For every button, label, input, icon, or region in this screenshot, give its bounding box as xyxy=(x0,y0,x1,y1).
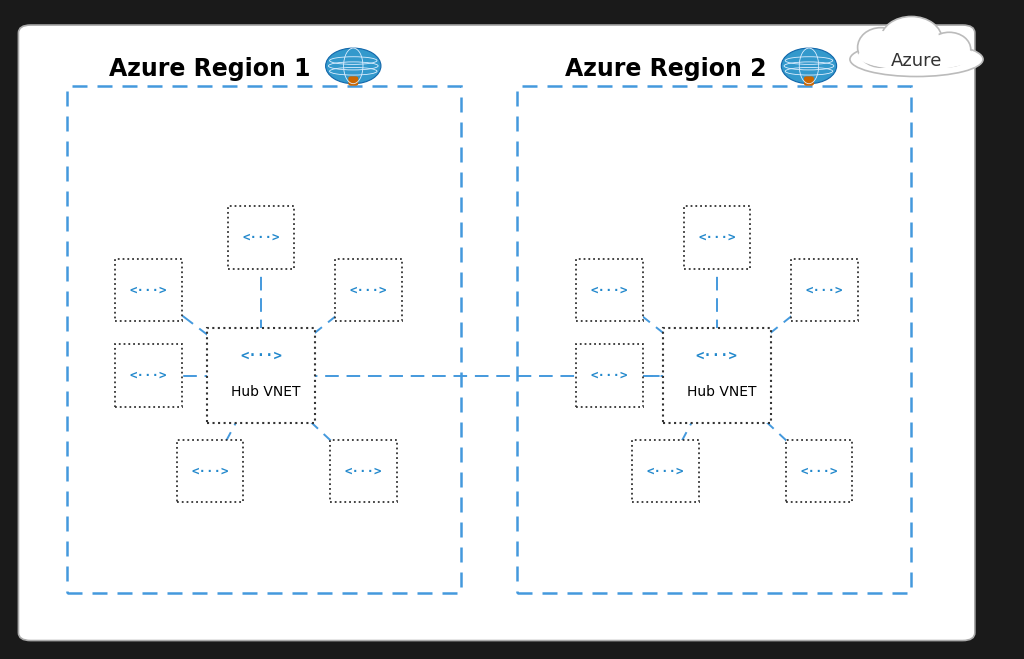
Circle shape xyxy=(781,48,837,84)
Text: <···>: <···> xyxy=(130,369,167,382)
Ellipse shape xyxy=(850,42,983,76)
Text: <···>: <···> xyxy=(130,283,167,297)
Bar xyxy=(792,258,858,321)
Ellipse shape xyxy=(346,76,360,80)
Text: Azure Region 2: Azure Region 2 xyxy=(565,57,766,81)
Bar xyxy=(176,440,244,502)
Text: <···>: <···> xyxy=(696,349,737,363)
Bar xyxy=(227,206,295,269)
Text: Azure: Azure xyxy=(891,52,942,71)
Text: Azure Region 1: Azure Region 1 xyxy=(110,57,310,81)
Ellipse shape xyxy=(802,76,816,80)
Bar xyxy=(115,344,182,407)
Ellipse shape xyxy=(860,31,901,64)
Text: Hub VNET: Hub VNET xyxy=(687,385,757,399)
Text: <···>: <···> xyxy=(191,465,228,478)
Bar xyxy=(664,328,770,423)
Bar xyxy=(115,258,182,321)
Bar xyxy=(633,440,699,502)
Bar xyxy=(517,86,911,593)
Text: <···>: <···> xyxy=(591,369,628,382)
Text: <···>: <···> xyxy=(806,283,843,297)
Text: <···>: <···> xyxy=(345,465,382,478)
Bar xyxy=(336,258,401,321)
FancyBboxPatch shape xyxy=(805,77,813,85)
Text: Hub VNET: Hub VNET xyxy=(231,385,301,399)
FancyBboxPatch shape xyxy=(349,77,357,85)
Text: <···>: <···> xyxy=(647,465,684,478)
Ellipse shape xyxy=(858,28,903,67)
Bar xyxy=(786,440,852,502)
Ellipse shape xyxy=(931,35,969,64)
Text: <···>: <···> xyxy=(698,231,735,244)
Ellipse shape xyxy=(883,19,940,60)
Ellipse shape xyxy=(858,42,975,70)
Text: <···>: <···> xyxy=(350,283,387,297)
Bar xyxy=(684,206,750,269)
Bar xyxy=(575,258,643,321)
Text: <···>: <···> xyxy=(241,349,282,363)
FancyBboxPatch shape xyxy=(18,25,975,641)
Text: <···>: <···> xyxy=(591,283,628,297)
Text: <···>: <···> xyxy=(801,465,838,478)
Bar xyxy=(575,344,643,407)
Bar xyxy=(330,440,397,502)
Bar xyxy=(207,328,315,423)
Ellipse shape xyxy=(881,16,942,63)
Bar xyxy=(67,86,461,593)
Text: <···>: <···> xyxy=(243,231,280,244)
Circle shape xyxy=(326,48,381,84)
Ellipse shape xyxy=(928,32,971,67)
